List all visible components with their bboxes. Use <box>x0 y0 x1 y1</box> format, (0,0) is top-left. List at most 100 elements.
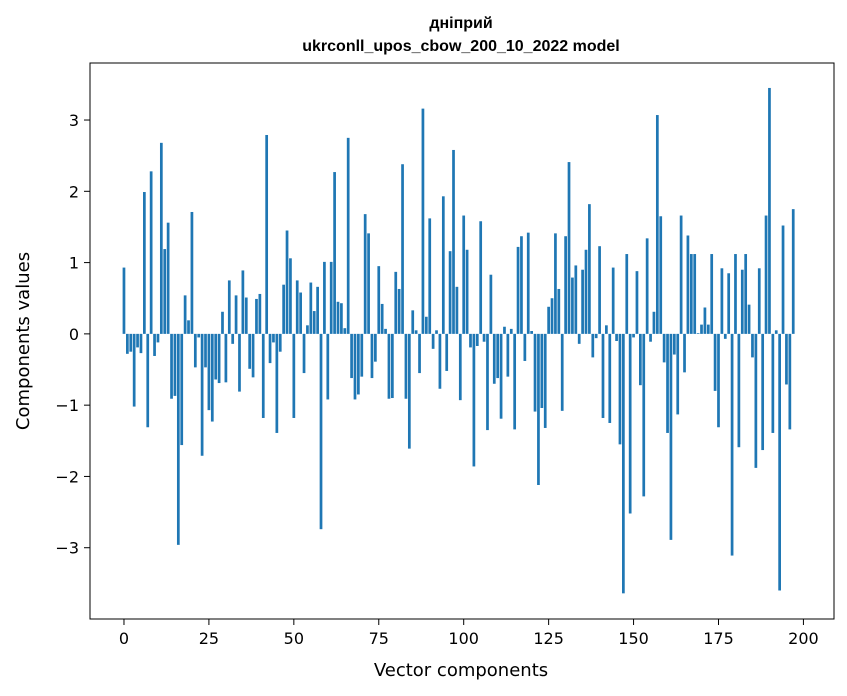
bar-77 <box>384 328 387 334</box>
bar-123 <box>540 333 544 408</box>
bar-32 <box>231 333 235 344</box>
bar-135 <box>581 269 584 334</box>
y-tick-label: 0 <box>69 325 79 344</box>
bar-164 <box>679 215 683 334</box>
y-axis-ticks: −3 −2 −1 0 1 2 3 <box>55 111 90 558</box>
x-tick-label: 25 <box>199 629 219 648</box>
bar-57 <box>316 286 319 334</box>
bar-55 <box>309 282 313 334</box>
bar-191 <box>771 333 775 433</box>
bar-128 <box>557 288 561 334</box>
plot-frame <box>89 62 835 620</box>
bar-127 <box>554 233 557 334</box>
bar-12 <box>163 249 167 334</box>
bar-34 <box>238 333 241 392</box>
bar-40 <box>258 293 262 334</box>
bar-170 <box>700 324 703 334</box>
bar-156 <box>652 311 656 334</box>
bar-15 <box>173 333 177 396</box>
y-tick-label: 2 <box>69 182 79 201</box>
bar-107 <box>486 333 489 431</box>
bar-78 <box>387 333 391 399</box>
bar-157 <box>655 115 659 334</box>
bar-61 <box>329 261 333 334</box>
bar-10 <box>156 333 160 343</box>
bar-104 <box>475 333 479 346</box>
bar-84 <box>407 333 411 449</box>
bar-165 <box>683 333 686 373</box>
bar-19 <box>187 320 190 334</box>
bar-184 <box>747 304 751 334</box>
bar-20 <box>190 211 194 334</box>
bar-63 <box>336 301 340 334</box>
bar-178 <box>727 273 731 334</box>
bar-173 <box>710 254 714 334</box>
bar-90 <box>428 218 432 334</box>
bar-81 <box>397 288 401 334</box>
x-axis-ticks: 0 25 50 75 100 125 150 175 200 <box>119 619 819 648</box>
bar-103 <box>472 333 476 467</box>
bar-0 <box>122 267 126 334</box>
bar-1 <box>126 333 129 354</box>
bar-51 <box>295 280 299 334</box>
bar-26 <box>210 333 214 422</box>
bar-139 <box>594 333 598 339</box>
bar-27 <box>214 333 218 380</box>
x-tick-label: 200 <box>788 629 819 648</box>
bar-68 <box>353 333 357 400</box>
y-axis-label: Components values <box>13 252 34 430</box>
bar-41 <box>261 333 265 418</box>
bar-132 <box>571 277 574 334</box>
bar-39 <box>255 298 258 334</box>
bar-64 <box>340 303 343 334</box>
bar-2 <box>129 333 133 352</box>
bar-47 <box>282 284 285 334</box>
bar-94 <box>441 196 445 334</box>
bar-125 <box>547 306 550 334</box>
bar-197 <box>791 209 795 334</box>
bar-129 <box>560 333 564 411</box>
bar-126 <box>550 298 554 334</box>
bar-99 <box>458 333 462 401</box>
bar-97 <box>452 149 455 334</box>
bar-22 <box>197 333 201 338</box>
bar-119 <box>526 232 530 334</box>
bar-114 <box>509 328 513 334</box>
bar-187 <box>757 268 761 334</box>
bar-56 <box>312 311 316 334</box>
bar-4 <box>136 333 139 348</box>
y-tick-label: 3 <box>69 111 79 130</box>
bar-100 <box>462 215 466 334</box>
bar-37 <box>248 333 252 369</box>
bar-177 <box>723 333 727 339</box>
bar-89 <box>424 316 428 334</box>
bar-95 <box>445 333 449 371</box>
bar-80 <box>394 271 398 334</box>
bar-138 <box>591 333 595 358</box>
bar-148 <box>625 254 629 334</box>
bar-18 <box>183 295 187 334</box>
bar-169 <box>696 333 700 334</box>
y-tick-label: −2 <box>55 467 79 486</box>
bar-106 <box>482 333 486 342</box>
bar-53 <box>302 333 306 374</box>
bar-67 <box>350 333 353 379</box>
bar-83 <box>404 333 408 399</box>
bar-144 <box>611 267 615 334</box>
bar-70 <box>360 333 364 377</box>
bar-180 <box>734 254 737 334</box>
bar-88 <box>421 108 425 334</box>
bar-109 <box>492 333 496 384</box>
bar-13 <box>166 222 170 334</box>
bar-71 <box>363 214 367 334</box>
bar-151 <box>635 271 639 334</box>
bar-183 <box>744 254 748 334</box>
bar-75 <box>377 266 381 334</box>
bar-159 <box>662 333 666 363</box>
bar-124 <box>543 333 547 428</box>
bar-60 <box>326 333 330 400</box>
bar-192 <box>774 330 778 334</box>
x-tick-label: 125 <box>533 629 564 648</box>
bar-65 <box>343 328 347 334</box>
bar-113 <box>506 333 510 377</box>
